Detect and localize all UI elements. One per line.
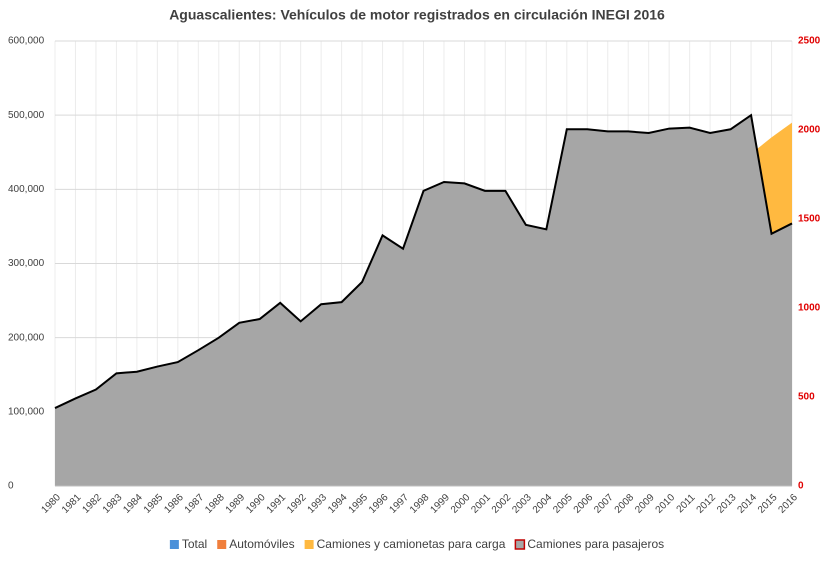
y-tick-label: 0 (8, 481, 14, 492)
x-tick-label: 2014 (736, 492, 760, 516)
x-tick-label: 2001 (469, 492, 493, 516)
x-tick-label: 1988 (203, 492, 227, 516)
x-tick-label: 1989 (224, 492, 248, 516)
x-tick-label: 1993 (306, 492, 330, 516)
y-tick-label: 600,000 (8, 36, 45, 47)
x-tick-label: 2005 (551, 492, 575, 516)
legend-label: Camiones para pasajeros (527, 537, 664, 551)
legend-swatch (217, 540, 227, 549)
x-tick-label: 2006 (572, 492, 596, 516)
legend-swatch (169, 540, 179, 549)
x-tick-label: 1982 (80, 492, 104, 516)
x-tick-label: 1994 (326, 492, 350, 516)
x-tick-label: 2003 (510, 492, 534, 516)
x-tick-label: 2009 (633, 492, 657, 516)
x-tick-label: 2007 (592, 492, 616, 516)
chart-title: Aguascalientes: Vehículos de motor regis… (169, 7, 665, 23)
x-tick-label: 1995 (347, 492, 371, 516)
y-tick-label: 300,000 (8, 258, 45, 269)
x-tick-label: 1986 (162, 492, 186, 516)
area-line (54, 113, 793, 409)
x-tick-label: 2012 (695, 492, 719, 516)
y-tick-label: 500,000 (8, 110, 45, 121)
x-tick-label: 1997 (388, 492, 412, 516)
legend-label: Total (182, 537, 207, 551)
x-tick-label: 2002 (490, 492, 514, 516)
x-tick-label: 2016 (776, 492, 800, 516)
x-tick-label: 1996 (367, 492, 391, 516)
x-tick-label: 1987 (183, 492, 207, 516)
legend: Total Automóviles Camiones y camionetas pa… (169, 537, 664, 551)
x-tick-label: 1985 (142, 492, 166, 516)
y2-tick-label: 1500 (798, 214, 821, 225)
x-tick-label: 1984 (121, 492, 145, 516)
x-tick-label: 1991 (265, 492, 289, 516)
legend-swatch (304, 540, 314, 549)
legend-label: Camiones y camionetas para carga (317, 537, 506, 551)
x-tick-label: 2008 (613, 492, 637, 516)
y2-tick-label: 2000 (798, 125, 821, 136)
x-tick-label: 2011 (675, 492, 698, 515)
x-tick-label: 1998 (408, 492, 432, 516)
x-tick-label: 1992 (285, 492, 309, 516)
area (55, 115, 792, 486)
x-tick-label: 2013 (715, 492, 739, 516)
y2-tick-label: 2500 (798, 36, 821, 47)
y-tick-label: 400,000 (8, 184, 45, 195)
x-tick-label: 1981 (60, 492, 84, 516)
x-tick-label: 1983 (101, 492, 125, 516)
legend-label: Automóviles (229, 537, 294, 551)
y-tick-label: 100,000 (8, 406, 45, 417)
x-tick-label: 1980 (39, 492, 63, 516)
y-tick-label: 200,000 (8, 332, 45, 343)
x-tick-label: 2015 (756, 492, 780, 516)
x-tick-label: 2004 (531, 492, 555, 516)
y2-tick-label: 500 (798, 392, 815, 403)
y2-tick-label: 0 (798, 481, 804, 492)
x-tick-label: 1990 (244, 492, 268, 516)
x-tick-label: 2000 (449, 492, 473, 516)
legend-swatch (514, 539, 526, 550)
x-tick-label: 2010 (654, 492, 678, 516)
y2-tick-label: 1000 (798, 303, 821, 314)
x-tick-label: 1999 (428, 492, 452, 516)
